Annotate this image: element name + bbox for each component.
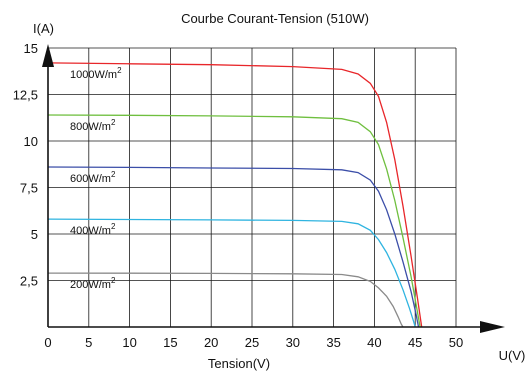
series-line (47, 166, 420, 328)
x-tick-label: 0 (44, 335, 51, 350)
x-tick-label: 30 (286, 335, 300, 350)
series-group (47, 62, 423, 328)
series-label: 400W/m2 (70, 222, 116, 237)
series-labels: 1000W/m2 800W/m2 600W/m2 400W/m2 200W/m2 (70, 66, 122, 291)
y-tick-label: 10 (24, 134, 38, 149)
x-tick-label: 40 (367, 335, 381, 350)
y-tick-label: 15 (24, 41, 38, 56)
chart-title: Courbe Courant-Tension (510W) (181, 11, 369, 26)
ticks: 0 5 10 15 20 25 30 35 40 45 50 2,5 5 7,5 10 12,5 15 (13, 41, 464, 350)
x-axis-label: Tension(V) (208, 356, 270, 371)
axes (42, 44, 505, 333)
x-tick-label: 25 (245, 335, 259, 350)
x-tick-label: 5 (85, 335, 92, 350)
x-axis-arrow-label: U(V) (499, 348, 526, 363)
x-tick-label: 15 (163, 335, 177, 350)
series-label: 1000W/m2 (70, 66, 122, 81)
x-axis-arrowhead (480, 321, 505, 333)
x-tick-label: 20 (204, 335, 218, 350)
series-line (47, 62, 423, 328)
x-tick-label: 50 (449, 335, 463, 350)
y-tick-label: 2,5 (20, 274, 38, 289)
grid (48, 47, 457, 327)
y-axis-arrowhead (42, 44, 54, 67)
y-tick-label: 12,5 (13, 88, 38, 103)
x-tick-label: 45 (408, 335, 422, 350)
series-label: 200W/m2 (70, 276, 116, 291)
y-axis-label: I(A) (33, 21, 54, 36)
series-line (47, 218, 416, 328)
y-tick-label: 5 (31, 227, 38, 242)
series-line (47, 114, 421, 328)
x-tick-label: 35 (326, 335, 340, 350)
series-line (47, 272, 404, 328)
series-label: 600W/m2 (70, 170, 116, 185)
y-tick-label: 7,5 (20, 181, 38, 196)
series-label: 800W/m2 (70, 118, 116, 133)
x-tick-label: 10 (122, 335, 136, 350)
